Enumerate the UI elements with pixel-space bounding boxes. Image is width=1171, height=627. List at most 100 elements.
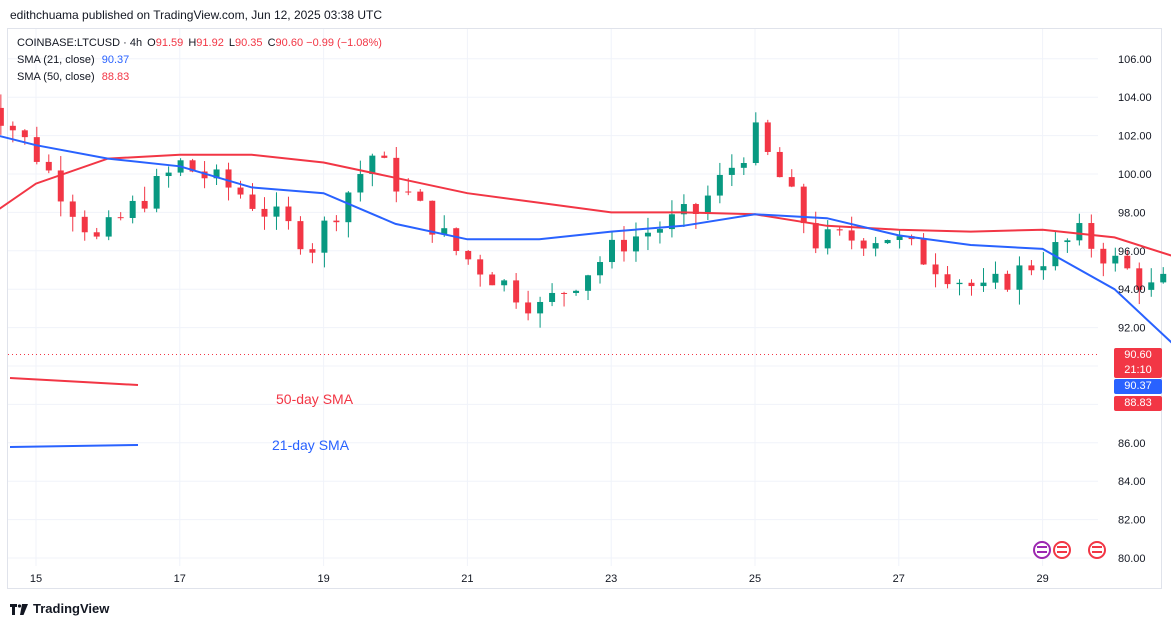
candle-body bbox=[1148, 282, 1155, 290]
candle bbox=[1136, 262, 1143, 305]
candle-body bbox=[549, 292, 556, 302]
candle-body bbox=[45, 161, 52, 171]
candle-body bbox=[321, 220, 328, 253]
candle-body bbox=[620, 239, 627, 252]
candle-body bbox=[776, 151, 783, 178]
candle-body bbox=[824, 229, 831, 249]
y-tick-label: 86.00 bbox=[1118, 438, 1146, 450]
candle bbox=[1016, 256, 1023, 305]
candle-body bbox=[513, 280, 520, 303]
candle bbox=[1064, 238, 1071, 253]
candle bbox=[81, 210, 88, 241]
us-flag-event-icon-2-ring bbox=[1088, 541, 1106, 559]
high-key: H bbox=[188, 37, 197, 49]
candle-body bbox=[680, 204, 687, 215]
candle bbox=[69, 194, 76, 232]
candle bbox=[1112, 247, 1119, 272]
sma50-annotation: 50-day SMA bbox=[276, 391, 354, 407]
candle-body bbox=[728, 167, 735, 175]
candle-body bbox=[788, 177, 795, 187]
candle-body bbox=[57, 170, 64, 202]
candle-body bbox=[201, 171, 208, 179]
y-tick-label: 104.00 bbox=[1118, 92, 1152, 104]
candle-body bbox=[896, 236, 903, 240]
candle-body bbox=[561, 292, 568, 294]
candle bbox=[453, 227, 460, 256]
legend-sma50-row[interactable]: SMA (50, close) 88.83 bbox=[17, 69, 382, 86]
high-value: 91.92 bbox=[196, 37, 224, 49]
candle bbox=[201, 161, 208, 189]
candle bbox=[525, 290, 532, 321]
sma21-price-tag: 90.37 bbox=[1114, 379, 1162, 394]
candle-body bbox=[21, 130, 28, 138]
candle-body bbox=[9, 125, 16, 131]
candle bbox=[1052, 231, 1059, 271]
x-tick-label: 21 bbox=[461, 573, 473, 585]
tradingview-logo[interactable]: TradingView bbox=[10, 601, 109, 616]
candle-body bbox=[1064, 240, 1071, 243]
candle-body bbox=[537, 301, 544, 314]
candle-body bbox=[369, 155, 376, 175]
candle-body bbox=[1100, 248, 1107, 264]
candle-body bbox=[764, 122, 771, 152]
candle bbox=[992, 261, 999, 289]
candle bbox=[1124, 249, 1131, 270]
chart-pane[interactable] bbox=[7, 28, 1162, 589]
last-price-tag: 90.60 bbox=[1114, 348, 1162, 363]
candle bbox=[680, 194, 687, 228]
candle bbox=[896, 229, 903, 249]
candle bbox=[321, 216, 328, 268]
candle-body bbox=[992, 273, 999, 283]
candle-body bbox=[860, 240, 867, 249]
lightning-event-icon-ring bbox=[1033, 541, 1051, 559]
candle-body bbox=[980, 282, 987, 287]
legend-ohlc-row[interactable]: COINBASE:LTCUSD · 4h O91.59 H91.92 L90.3… bbox=[17, 35, 382, 52]
candle-body bbox=[489, 274, 496, 286]
candle-body bbox=[1052, 242, 1059, 267]
candle-body bbox=[165, 172, 172, 177]
sma21-line bbox=[0, 135, 1171, 344]
low-value: 90.35 bbox=[235, 37, 263, 49]
candle-body bbox=[752, 122, 759, 164]
candle-body bbox=[884, 239, 891, 244]
candle bbox=[644, 217, 651, 251]
candle bbox=[465, 249, 472, 265]
sma50-value: 88.83 bbox=[101, 71, 130, 83]
lightning-event-icon-stripe bbox=[1037, 546, 1047, 548]
y-tick-label: 82.00 bbox=[1118, 515, 1146, 527]
candle-body bbox=[309, 249, 316, 253]
candle-body bbox=[117, 217, 124, 219]
candle bbox=[165, 166, 172, 188]
candle-body bbox=[1088, 223, 1095, 249]
candle bbox=[656, 221, 663, 244]
candle-body bbox=[0, 107, 4, 126]
candle-body bbox=[644, 232, 651, 237]
candle bbox=[297, 216, 304, 255]
candle-body bbox=[357, 174, 364, 193]
candle bbox=[501, 279, 508, 292]
candle bbox=[860, 238, 867, 256]
candle-body bbox=[968, 282, 975, 287]
candle bbox=[788, 169, 795, 188]
candle-body bbox=[69, 201, 76, 217]
candle bbox=[513, 273, 520, 309]
candle bbox=[956, 279, 963, 296]
y-tick-label: 102.00 bbox=[1118, 131, 1152, 143]
candle bbox=[585, 274, 592, 301]
candle-body bbox=[1040, 266, 1047, 271]
candle-body bbox=[932, 264, 939, 275]
candle-body bbox=[704, 195, 711, 215]
close-value: 90.60 bbox=[275, 37, 304, 49]
candle-body bbox=[465, 250, 472, 260]
x-tick-label: 27 bbox=[893, 573, 905, 585]
symbol-label[interactable]: COINBASE:LTCUSD · 4h bbox=[17, 37, 143, 49]
candle bbox=[776, 147, 783, 178]
candle bbox=[848, 216, 855, 250]
candle bbox=[117, 212, 124, 221]
candle bbox=[129, 195, 136, 224]
legend-sma21-row[interactable]: SMA (21, close) 90.37 bbox=[17, 52, 382, 69]
candle bbox=[153, 168, 160, 213]
candle bbox=[381, 151, 388, 159]
sma50-sample-line bbox=[9, 377, 139, 386]
